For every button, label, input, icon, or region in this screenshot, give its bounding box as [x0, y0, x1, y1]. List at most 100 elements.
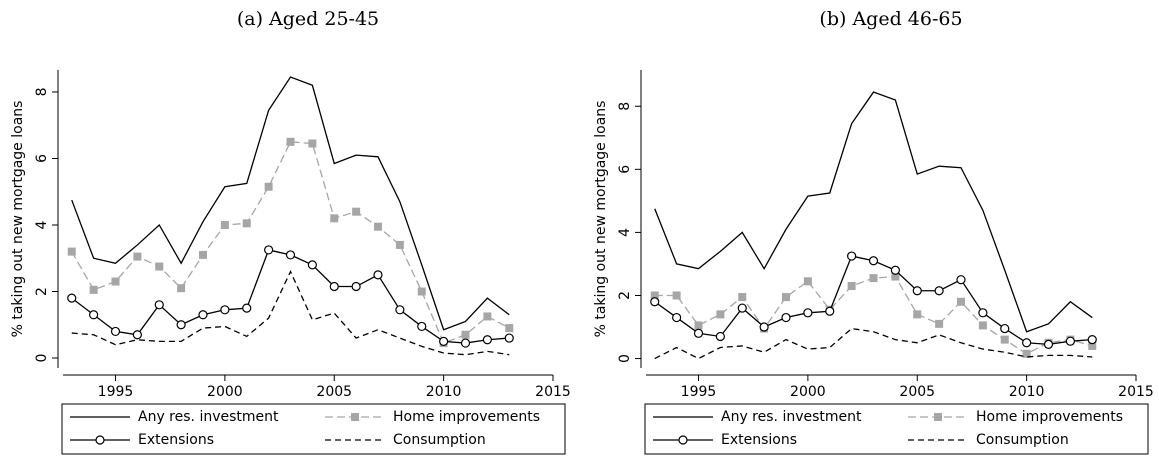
marker [264, 182, 273, 191]
marker [868, 256, 879, 266]
marker [716, 310, 725, 319]
marker [782, 293, 790, 302]
marker [957, 297, 965, 306]
marker [1087, 335, 1097, 345]
marker [67, 293, 77, 303]
legend-label: Home improvements [393, 409, 540, 425]
y-tick-label: 2 [34, 287, 50, 296]
marker [460, 338, 471, 348]
marker [715, 331, 725, 342]
series-line [654, 327, 1093, 360]
x-tick-label: 2000 [790, 384, 826, 400]
chart-panel: (a) Aged 25-45 % taking out new mortgage … [10, 8, 571, 455]
x-tick-label: 1995 [98, 384, 134, 400]
marker [132, 330, 142, 340]
x-tick-label: 2010 [1009, 384, 1045, 400]
marker [759, 322, 769, 332]
marker [373, 270, 383, 280]
marker [329, 281, 339, 292]
marker [308, 139, 317, 148]
marker [351, 413, 359, 421]
marker [198, 310, 208, 320]
marker [352, 207, 361, 216]
marker [155, 262, 164, 271]
marker [264, 245, 274, 255]
marker [220, 305, 230, 315]
marker [395, 240, 404, 249]
x-tick-label: 1995 [681, 384, 717, 400]
marker [678, 435, 688, 445]
x-tick-label: 2015 [1118, 384, 1154, 400]
marker [912, 286, 922, 296]
marker [220, 220, 229, 229]
marker [89, 310, 99, 320]
y-tick-label: 0 [34, 354, 50, 363]
series-line [71, 141, 510, 344]
marker [738, 293, 747, 302]
legend-label: Any res. investment [721, 409, 862, 425]
marker [978, 321, 987, 330]
marker [67, 247, 76, 256]
marker [504, 333, 514, 343]
marker [869, 274, 878, 283]
marker [650, 297, 660, 307]
marker [803, 277, 812, 286]
marker [825, 306, 835, 316]
marker [693, 328, 704, 338]
marker [330, 214, 339, 223]
marker [1000, 323, 1010, 334]
marker [672, 291, 681, 300]
y-axis-label: % taking out new mortgage loans [593, 101, 609, 338]
chart-title: (a) Aged 25-45 [237, 8, 379, 30]
marker [1022, 338, 1032, 348]
legend-label: Extensions [721, 432, 797, 448]
series-line [71, 76, 510, 331]
marker [890, 265, 900, 275]
marker [395, 305, 405, 315]
marker [847, 251, 857, 261]
marker [154, 300, 164, 310]
marker [694, 321, 703, 330]
chart-title: (b) Aged 46-65 [819, 8, 962, 30]
marker [672, 312, 682, 323]
marker [351, 281, 361, 292]
y-tick-label: 4 [34, 220, 50, 229]
marker [650, 291, 659, 300]
marker [110, 326, 121, 337]
legend-label: Home improvements [976, 409, 1123, 425]
marker [737, 303, 747, 313]
marker [935, 319, 944, 328]
marker [1000, 335, 1009, 344]
chart-panel: (b) Aged 46-65 % taking out new mortgage … [593, 8, 1154, 455]
marker [1043, 339, 1054, 349]
x-tick-label: 2005 [316, 384, 352, 400]
y-axis-label: % taking out new mortgage loans [10, 101, 26, 338]
marker [177, 284, 186, 293]
marker [1065, 336, 1075, 346]
marker [847, 282, 856, 291]
y-tick-label: 0 [617, 354, 633, 363]
legend-label: Extensions [138, 432, 214, 448]
marker [956, 275, 966, 285]
legend-label: Consumption [393, 432, 486, 448]
marker [285, 250, 296, 260]
marker [176, 320, 186, 330]
marker [482, 335, 492, 345]
legend-box [61, 403, 566, 455]
marker [417, 287, 426, 296]
marker [242, 219, 251, 228]
marker [913, 310, 922, 319]
marker [417, 321, 427, 332]
marker [505, 324, 514, 333]
marker [461, 330, 470, 339]
marker [111, 277, 120, 286]
marker [1022, 349, 1031, 358]
marker [1088, 341, 1097, 350]
series-line [71, 269, 510, 356]
series-line [654, 91, 1093, 333]
marker [242, 303, 252, 313]
marker [199, 250, 207, 259]
y-tick-label: 6 [34, 154, 50, 163]
y-tick-label: 8 [617, 102, 633, 111]
marker [978, 308, 988, 318]
